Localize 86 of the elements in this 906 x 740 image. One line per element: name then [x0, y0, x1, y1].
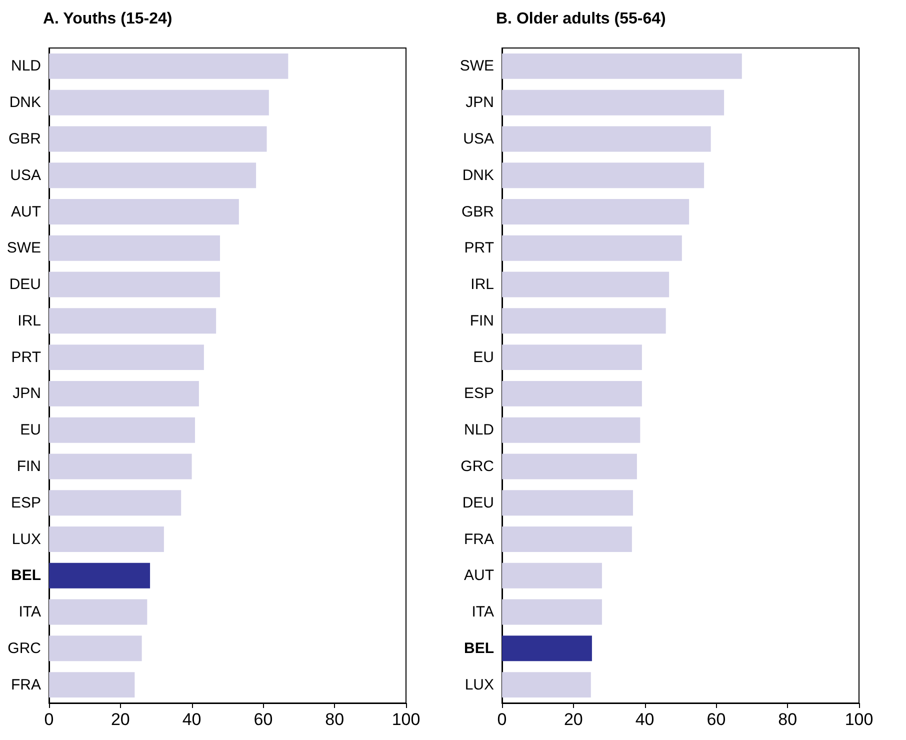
x-tick-label: 80 — [778, 710, 798, 729]
bar — [49, 380, 199, 406]
bar — [502, 308, 666, 334]
bar — [49, 90, 269, 116]
x-tick-label: 20 — [564, 710, 583, 729]
bar — [502, 235, 682, 261]
y-tick-label: PRT — [464, 240, 494, 257]
bar — [49, 235, 220, 261]
bar — [49, 162, 256, 188]
x-tick-label: 60 — [254, 710, 273, 729]
bar — [502, 90, 724, 116]
x-tick-label: 100 — [844, 710, 874, 729]
y-tick-label: ITA — [472, 604, 494, 621]
bar — [49, 454, 192, 480]
bar — [502, 526, 632, 552]
y-tick-label: PRT — [11, 348, 41, 366]
bar — [49, 308, 216, 334]
bar — [502, 272, 670, 298]
bar — [502, 636, 592, 662]
y-tick-label: USA — [10, 166, 41, 184]
y-tick-label: LUX — [12, 530, 41, 548]
bar — [502, 53, 742, 79]
bar — [502, 344, 642, 370]
y-tick-label: AUT — [11, 203, 41, 220]
y-tick-label: AUT — [464, 567, 494, 584]
y-tick-label: SWE — [6, 240, 41, 257]
y-tick-label: FRA — [11, 676, 41, 694]
bar — [502, 562, 602, 588]
bar — [49, 526, 164, 552]
y-tick-label: FIN — [470, 312, 494, 330]
y-tick-label: NLD — [464, 422, 494, 439]
bar — [49, 272, 220, 298]
y-tick-label: ESP — [10, 494, 41, 512]
chart-title: A. Youths (15-24) — [43, 10, 172, 28]
y-tick-label: FRA — [464, 530, 494, 548]
y-tick-label: GBR — [8, 130, 42, 148]
y-tick-label: BEL — [11, 567, 41, 584]
y-tick-label: GBR — [461, 203, 494, 220]
chart-title: B. Older adults (55-64) — [496, 10, 666, 28]
y-tick-label: DEU — [462, 494, 494, 512]
x-tick-label: 100 — [392, 710, 420, 729]
bar — [49, 126, 267, 152]
x-tick-label: 40 — [182, 710, 202, 729]
x-tick-label: 20 — [110, 710, 130, 729]
bar — [49, 417, 196, 443]
y-tick-label: ESP — [464, 385, 494, 402]
bar — [49, 636, 142, 662]
bar — [49, 562, 150, 588]
x-tick-label: 40 — [635, 710, 654, 729]
y-tick-label: EU — [473, 348, 494, 366]
bar — [49, 672, 135, 698]
bar — [502, 599, 602, 625]
bar — [502, 417, 640, 443]
y-tick-label: LUX — [464, 676, 494, 694]
bar — [502, 454, 637, 480]
x-tick-label: 0 — [497, 710, 507, 729]
y-tick-label: DNK — [462, 166, 494, 184]
y-tick-label: SWE — [460, 58, 494, 75]
y-tick-label: GRC — [8, 640, 42, 657]
y-tick-label: IRL — [470, 276, 494, 294]
bar — [49, 199, 239, 224]
bar — [49, 599, 148, 625]
y-tick-label: IRL — [18, 312, 41, 330]
y-tick-label: JPN — [466, 94, 494, 112]
bar — [502, 199, 690, 224]
x-tick-label: 0 — [44, 710, 54, 729]
y-tick-label: EU — [20, 422, 41, 439]
bar — [502, 162, 704, 188]
y-tick-label: DEU — [9, 276, 41, 294]
y-tick-label: ITA — [18, 604, 41, 621]
y-tick-label: NLD — [10, 58, 42, 75]
y-tick-label: DNK — [9, 94, 41, 112]
bar — [502, 380, 642, 406]
bar — [502, 672, 591, 698]
x-tick-label: 60 — [706, 710, 726, 729]
x-tick-label: 80 — [325, 710, 344, 729]
bar — [49, 53, 288, 79]
bar — [502, 490, 634, 516]
bar — [49, 490, 182, 516]
y-tick-label: GRC — [460, 458, 494, 475]
y-tick-label: USA — [463, 130, 494, 148]
y-tick-label: BEL — [464, 640, 494, 657]
bar — [502, 126, 711, 152]
y-tick-label: JPN — [12, 385, 41, 402]
bar — [49, 344, 204, 370]
y-tick-label: FIN — [16, 458, 41, 475]
